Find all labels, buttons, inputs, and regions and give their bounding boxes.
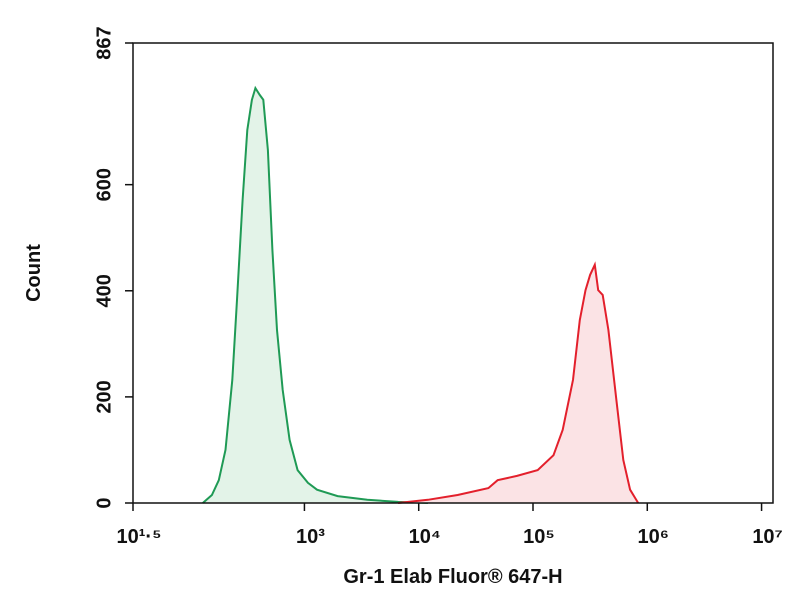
x-tick-label: 10⁷ bbox=[752, 526, 783, 548]
histogram-line bbox=[397, 261, 640, 504]
histogram-line bbox=[202, 85, 428, 504]
x-tick-label: 10¹·⁵ bbox=[117, 526, 162, 548]
plot-frame bbox=[132, 42, 774, 504]
histogram-area bbox=[202, 88, 428, 503]
x-tick-label: 10³ bbox=[296, 526, 325, 548]
y-tick-label: 600 bbox=[93, 168, 115, 201]
y-axis-label: Count bbox=[23, 244, 45, 302]
histogram-area bbox=[398, 264, 639, 503]
x-tick-label: 10⁶ bbox=[638, 526, 669, 548]
y-tick-label: 200 bbox=[93, 380, 115, 413]
y-tick-label: 867 bbox=[93, 26, 115, 59]
x-tick-label: 10⁵ bbox=[523, 526, 555, 548]
y-tick-label: 400 bbox=[93, 274, 115, 307]
x-tick-label: 10⁴ bbox=[409, 526, 441, 548]
x-axis-label: Gr-1 Elab Fluor® 647-H bbox=[343, 566, 562, 588]
y-tick-label: 0 bbox=[93, 497, 115, 508]
